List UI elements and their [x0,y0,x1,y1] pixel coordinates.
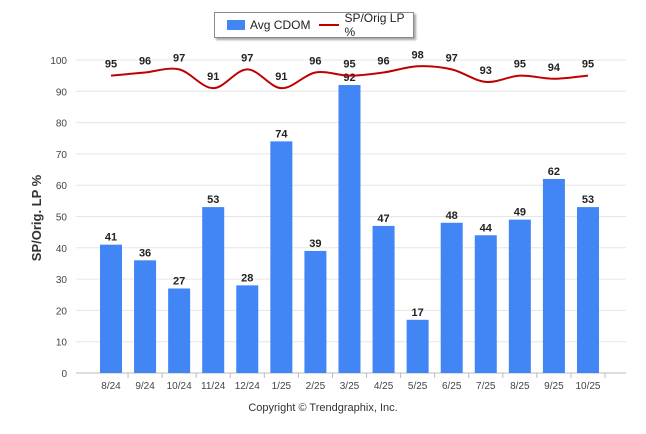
bar-data-label: 49 [514,207,526,219]
x-tick-label: 9/25 [544,381,564,392]
x-tick-label: 12/24 [235,381,260,392]
line-series [110,65,589,90]
legend-line-swatch [319,24,340,26]
bar-data-label: 53 [582,194,594,206]
bar [406,319,429,373]
x-tick-label: 5/25 [408,381,428,392]
x-tick-label: 7/25 [476,381,496,392]
bar-data-labels: 41 36 27 53 28 74 39 92 47 17 48 44 49 62 53 [105,72,594,319]
bar [134,260,157,373]
line-data-label: 93 [480,65,492,77]
bar [576,207,599,373]
bar-data-label: 17 [412,307,424,319]
legend-label-avg-cdom: Avg CDOM [250,18,311,32]
line-data-label: 95 [514,59,526,71]
bar [304,250,327,373]
bar-data-label: 53 [207,194,219,206]
x-axis-ticks: 8/24 9/24 10/24 11/24 12/24 1/25 2/25 3/25 4/25 5… [101,373,606,392]
line-data-label: 97 [173,52,185,64]
line-data-label: 98 [412,49,424,61]
y-tick-label: 70 [56,150,68,161]
line-data-label: 97 [446,52,458,64]
line-data-label: 96 [139,56,151,68]
bar [542,178,565,373]
line-data-label: 94 [548,62,561,74]
line-data-label: 95 [582,59,594,71]
y-tick-label: 50 [56,213,68,224]
y-axis-ticks: 0 10 20 30 40 50 60 70 80 90 100 [50,56,67,380]
bar-data-label: 28 [241,272,253,284]
legend: Avg CDOM SP/Orig LP % [214,11,414,39]
bar-data-label: 47 [377,213,389,225]
bar-data-label: 41 [105,232,117,244]
bar-data-label: 39 [309,238,321,250]
x-tick-label: 8/25 [510,381,530,392]
bar [100,244,122,373]
y-tick-label: 80 [56,119,68,130]
bar-data-label: 92 [343,72,355,84]
bar [236,285,259,373]
bar-data-label: 62 [548,166,560,178]
bar-data-label: 44 [480,222,493,234]
bar [474,235,497,373]
bar [338,85,361,373]
line-data-label: 96 [377,56,389,68]
legend-label-sp-orig-lp: SP/Orig LP % [344,11,405,39]
bar [440,222,463,373]
y-tick-label: 20 [56,306,68,317]
x-tick-label: 3/25 [340,381,360,392]
bar [270,141,293,373]
line-data-label: 97 [241,52,253,64]
bar-data-label: 74 [275,128,288,140]
line-data-label: 95 [343,59,355,71]
y-tick-label: 90 [56,87,68,98]
legend-item-sp-orig-lp[interactable]: SP/Orig LP % [319,11,413,39]
line-data-label: 95 [105,59,117,71]
bar [508,219,531,373]
bar-series [100,85,599,373]
x-tick-label: 9/24 [135,381,155,392]
bar [202,207,225,373]
x-tick-label: 10/24 [167,381,192,392]
legend-bar-swatch [227,20,245,30]
y-axis-label: SP/Orig. LP % [29,174,44,261]
x-tick-label: 11/24 [201,381,226,392]
x-tick-label: 6/25 [442,381,462,392]
x-tick-label: 2/25 [306,381,326,392]
line-data-label: 96 [309,56,321,68]
bar-data-label: 27 [173,275,185,287]
y-tick-label: 40 [56,244,68,255]
copyright-text: Copyright © Trendgraphix, Inc. [248,402,398,414]
bar [372,225,395,373]
y-tick-label: 10 [56,338,68,349]
bar-data-label: 36 [139,247,151,259]
x-tick-label: 10/25 [575,381,600,392]
x-tick-label: 4/25 [374,381,394,392]
y-tick-label: 30 [56,275,68,286]
line-data-label: 91 [207,71,219,83]
bar [168,288,191,373]
line-data-labels: 95 96 97 91 97 91 96 95 96 98 97 93 95 94 95 [105,49,594,83]
y-tick-label: 60 [56,181,68,192]
legend-item-avg-cdom[interactable]: Avg CDOM [227,13,310,37]
y-tick-label: 100 [50,56,67,67]
line-data-label: 91 [275,71,287,83]
x-tick-label: 1/25 [272,381,292,392]
x-tick-label: 8/24 [101,381,121,392]
bar-data-label: 48 [446,210,458,222]
y-tick-label: 0 [61,369,67,380]
